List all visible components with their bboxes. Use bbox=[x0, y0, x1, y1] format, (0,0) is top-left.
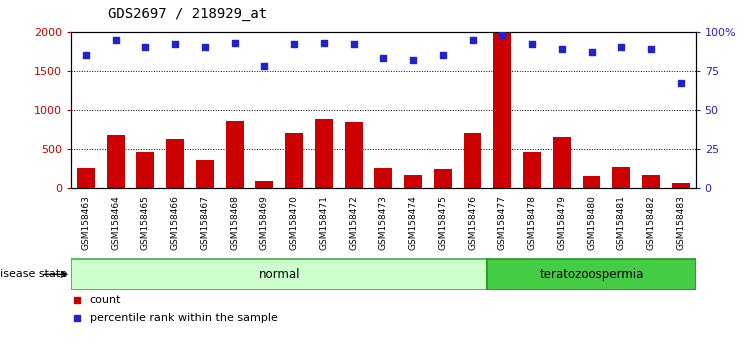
Bar bbox=[315, 119, 333, 188]
Point bbox=[586, 49, 598, 55]
Point bbox=[616, 45, 628, 50]
Text: GSM158483: GSM158483 bbox=[676, 195, 685, 250]
Point bbox=[526, 41, 538, 47]
Point bbox=[467, 37, 479, 42]
Point bbox=[229, 40, 241, 46]
Text: GSM158476: GSM158476 bbox=[468, 195, 477, 250]
Point bbox=[407, 57, 419, 63]
Bar bbox=[553, 137, 571, 188]
Text: GSM158477: GSM158477 bbox=[498, 195, 507, 250]
Point bbox=[139, 45, 151, 50]
Point bbox=[318, 40, 330, 46]
Text: GSM158471: GSM158471 bbox=[319, 195, 328, 250]
Bar bbox=[375, 168, 392, 188]
Bar bbox=[285, 133, 303, 188]
Bar bbox=[494, 33, 511, 188]
Bar bbox=[345, 122, 363, 188]
Point bbox=[348, 41, 360, 47]
Text: percentile rank within the sample: percentile rank within the sample bbox=[90, 313, 278, 322]
Text: GSM158474: GSM158474 bbox=[408, 195, 417, 250]
Text: GSM158482: GSM158482 bbox=[646, 195, 655, 250]
Bar bbox=[523, 152, 541, 188]
Text: GSM158472: GSM158472 bbox=[349, 195, 358, 250]
Text: GSM158480: GSM158480 bbox=[587, 195, 596, 250]
Text: GSM158481: GSM158481 bbox=[617, 195, 626, 250]
Text: GSM158478: GSM158478 bbox=[527, 195, 536, 250]
Text: GSM158465: GSM158465 bbox=[141, 195, 150, 250]
Point bbox=[169, 41, 181, 47]
Bar bbox=[77, 168, 95, 188]
Point bbox=[675, 80, 687, 86]
Bar bbox=[256, 181, 273, 188]
Bar bbox=[71, 259, 488, 290]
Point bbox=[645, 46, 657, 52]
Bar bbox=[107, 135, 125, 188]
Text: GSM158473: GSM158473 bbox=[378, 195, 388, 250]
Text: GSM158470: GSM158470 bbox=[289, 195, 298, 250]
Bar bbox=[464, 133, 482, 188]
Point bbox=[437, 52, 449, 58]
Point bbox=[556, 46, 568, 52]
Bar bbox=[196, 160, 214, 188]
Point bbox=[258, 63, 270, 69]
Bar bbox=[404, 175, 422, 188]
Bar bbox=[166, 139, 184, 188]
Bar bbox=[226, 121, 244, 188]
Text: teratozoospermia: teratozoospermia bbox=[539, 268, 644, 281]
Text: GSM158475: GSM158475 bbox=[438, 195, 447, 250]
Bar bbox=[613, 167, 631, 188]
Point bbox=[377, 56, 389, 61]
Bar bbox=[136, 152, 154, 188]
Text: GDS2697 / 218929_at: GDS2697 / 218929_at bbox=[108, 7, 268, 21]
Text: disease state: disease state bbox=[0, 269, 67, 279]
Text: GSM158463: GSM158463 bbox=[82, 195, 91, 250]
Text: GSM158468: GSM158468 bbox=[230, 195, 239, 250]
Bar bbox=[583, 176, 601, 188]
Point bbox=[80, 52, 92, 58]
Text: GSM158479: GSM158479 bbox=[557, 195, 566, 250]
Text: normal: normal bbox=[259, 268, 300, 281]
Point bbox=[497, 32, 509, 38]
Point bbox=[110, 37, 122, 42]
Point bbox=[288, 41, 300, 47]
Point bbox=[199, 45, 211, 50]
Text: GSM158464: GSM158464 bbox=[111, 195, 120, 250]
Bar bbox=[642, 175, 660, 188]
Bar bbox=[434, 169, 452, 188]
Text: GSM158466: GSM158466 bbox=[171, 195, 180, 250]
Bar bbox=[488, 259, 696, 290]
Text: count: count bbox=[90, 295, 121, 305]
Bar bbox=[672, 183, 690, 188]
Text: GSM158469: GSM158469 bbox=[260, 195, 269, 250]
Text: GSM158467: GSM158467 bbox=[200, 195, 209, 250]
